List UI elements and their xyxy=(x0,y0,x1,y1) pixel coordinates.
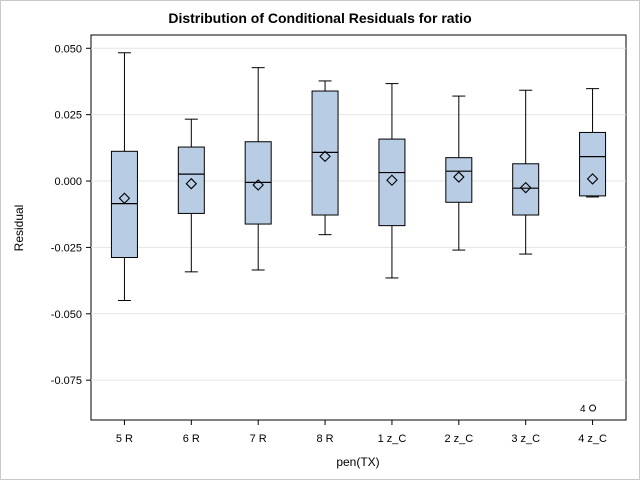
x-tick-label: 7 R xyxy=(250,433,267,445)
box-5-r xyxy=(110,52,138,302)
y-tick-label: 0.000 xyxy=(54,176,82,188)
mean-marker xyxy=(453,171,465,183)
x-tick-label: 4 z_C xyxy=(578,433,607,445)
mean-marker xyxy=(118,192,131,205)
x-tick-label: 6 R xyxy=(183,433,200,445)
y-tick-label: 0.050 xyxy=(54,43,82,55)
x-tick-label: 8 R xyxy=(317,433,334,445)
box-iqr xyxy=(110,150,138,259)
box-3-z_c xyxy=(512,89,540,255)
box-iqr xyxy=(445,157,473,203)
box-8-r xyxy=(311,80,339,236)
box-iqr xyxy=(311,90,339,216)
mean-marker xyxy=(586,173,599,185)
x-axis-label: pen(TX) xyxy=(336,455,379,469)
y-axis-label: Residual xyxy=(12,205,26,252)
mean-marker xyxy=(319,150,331,163)
y-tick-label: -0.075 xyxy=(51,375,82,387)
x-tick-label: 5 R xyxy=(116,433,133,445)
box-1-z_c xyxy=(378,83,406,279)
x-tick-label: 3 z_C xyxy=(511,433,540,445)
outlier-label: 4 xyxy=(580,404,586,415)
chart-title: Distribution of Conditional Residuals fo… xyxy=(168,10,472,26)
box-4-z_c xyxy=(579,88,607,198)
outlier-point xyxy=(589,404,597,412)
y-tick-label: 0.025 xyxy=(54,110,82,122)
box-2-z_c xyxy=(445,95,473,251)
box-iqr xyxy=(512,163,540,216)
box-iqr xyxy=(579,131,607,197)
mean-marker xyxy=(519,181,532,194)
box-iqr xyxy=(378,138,406,227)
box-iqr xyxy=(177,146,205,214)
mean-marker xyxy=(185,177,198,190)
x-tick-label: 1 z_C xyxy=(378,433,407,445)
mean-marker xyxy=(252,179,264,191)
box-7-r xyxy=(244,67,272,271)
plot-area xyxy=(90,34,627,421)
x-tick-label: 2 z_C xyxy=(444,433,473,445)
mean-marker xyxy=(386,174,398,187)
y-tick-label: -0.050 xyxy=(51,309,82,321)
box-6-r xyxy=(177,118,205,273)
y-tick-label: -0.025 xyxy=(51,242,82,254)
